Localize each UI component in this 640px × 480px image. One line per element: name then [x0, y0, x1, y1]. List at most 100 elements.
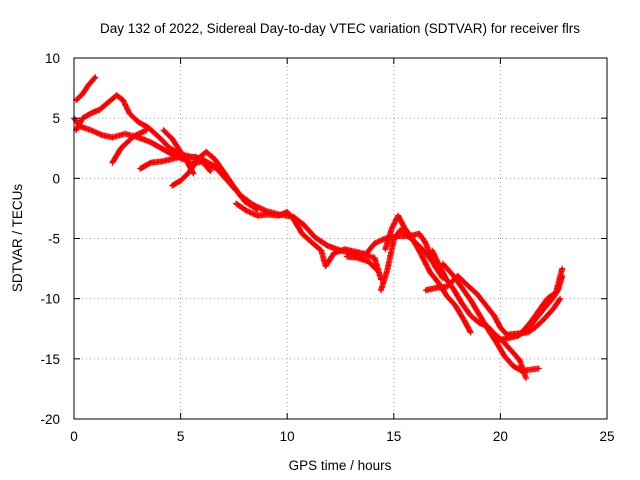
series-arc-1 — [71, 115, 384, 283]
data-point — [552, 307, 555, 310]
data-point — [486, 327, 489, 330]
data-point — [484, 303, 487, 306]
data-point — [234, 202, 238, 205]
data-point — [170, 157, 174, 161]
data-point — [209, 169, 212, 173]
y-tick-label: 10 — [45, 51, 60, 66]
data-point — [170, 137, 174, 140]
data-point — [158, 136, 161, 139]
data-point — [100, 133, 103, 137]
data-point — [537, 309, 540, 312]
tick-layer: 0 5 10 15 20 25 -20 -15 -10 -5 0 5 10 — [40, 51, 614, 444]
data-point — [115, 94, 118, 97]
data-point — [561, 267, 564, 270]
data-point — [213, 157, 216, 161]
data-point — [345, 255, 349, 258]
data-point — [462, 319, 466, 322]
data-point — [379, 289, 383, 292]
data-point — [477, 313, 481, 316]
data-point — [313, 236, 317, 239]
data-point — [503, 355, 506, 358]
data-point — [445, 295, 449, 298]
data-point — [264, 209, 268, 213]
plot-frame — [73, 57, 608, 420]
data-point — [550, 298, 553, 302]
data-point — [74, 98, 78, 102]
y-axis-label: SDTVAR / TECUs — [10, 184, 25, 293]
chart-title: Day 132 of 2022, Sidereal Day-to-day VTE… — [100, 21, 580, 36]
data-point — [392, 238, 395, 241]
data-point — [292, 218, 295, 221]
data-point — [81, 116, 84, 120]
data-point — [222, 169, 225, 173]
x-tick-label: 25 — [599, 429, 614, 444]
data-point — [518, 358, 521, 362]
data-point — [190, 155, 193, 158]
data-point — [492, 314, 496, 317]
x-tick-label: 15 — [386, 429, 401, 444]
data-point — [475, 292, 479, 296]
data-point — [375, 268, 378, 271]
data-point — [168, 147, 172, 150]
x-tick-label: 10 — [280, 429, 295, 444]
data-point — [505, 337, 508, 340]
data-point — [277, 214, 280, 217]
data-point — [89, 129, 93, 132]
data-point — [320, 249, 323, 252]
data-point — [145, 129, 148, 132]
data-point — [418, 232, 421, 235]
data-point — [454, 304, 457, 308]
y-tick-label: 5 — [52, 111, 60, 126]
data-point — [433, 263, 436, 267]
data-point — [256, 208, 259, 211]
data-point — [424, 289, 427, 292]
data-point — [149, 161, 152, 164]
data-point — [469, 298, 472, 302]
data-point — [367, 260, 370, 263]
data-point — [123, 132, 127, 136]
data-point — [106, 101, 110, 104]
data-point — [535, 325, 538, 328]
data-point — [147, 126, 150, 129]
data-point — [160, 160, 163, 163]
data-point — [390, 227, 393, 231]
data-point — [520, 369, 523, 373]
data-point — [499, 326, 502, 329]
data-point — [437, 281, 440, 285]
data-point — [509, 349, 513, 352]
y-tick-label: -5 — [48, 232, 60, 247]
data-point — [373, 242, 376, 245]
data-point — [477, 321, 481, 324]
data-point — [138, 167, 142, 170]
data-point — [396, 214, 400, 217]
data-point — [119, 147, 123, 150]
data-point — [558, 297, 562, 300]
data-point — [300, 232, 304, 235]
data-point — [529, 368, 532, 371]
data-point — [245, 209, 248, 213]
data-point — [111, 136, 114, 139]
data-point — [420, 254, 423, 257]
series-arc-16 — [516, 265, 566, 338]
data-point — [232, 185, 236, 188]
data-point — [343, 248, 346, 251]
data-point — [179, 150, 182, 154]
data-point — [469, 331, 472, 334]
data-point — [170, 184, 174, 187]
data-point — [356, 256, 359, 259]
x-tick-label: 5 — [177, 429, 185, 444]
data-point — [445, 285, 449, 288]
data-point — [441, 262, 445, 265]
data-point — [324, 264, 327, 268]
series-arc-14 — [439, 260, 542, 374]
data-point — [243, 199, 246, 203]
data-point — [179, 179, 182, 182]
data-point — [74, 129, 78, 132]
data-point — [435, 286, 438, 290]
data-point — [424, 242, 427, 245]
x-tick-label: 0 — [70, 429, 78, 444]
data-point — [326, 244, 329, 247]
data-point — [430, 249, 434, 252]
data-point — [170, 153, 174, 156]
series-arc-11 — [382, 212, 474, 336]
